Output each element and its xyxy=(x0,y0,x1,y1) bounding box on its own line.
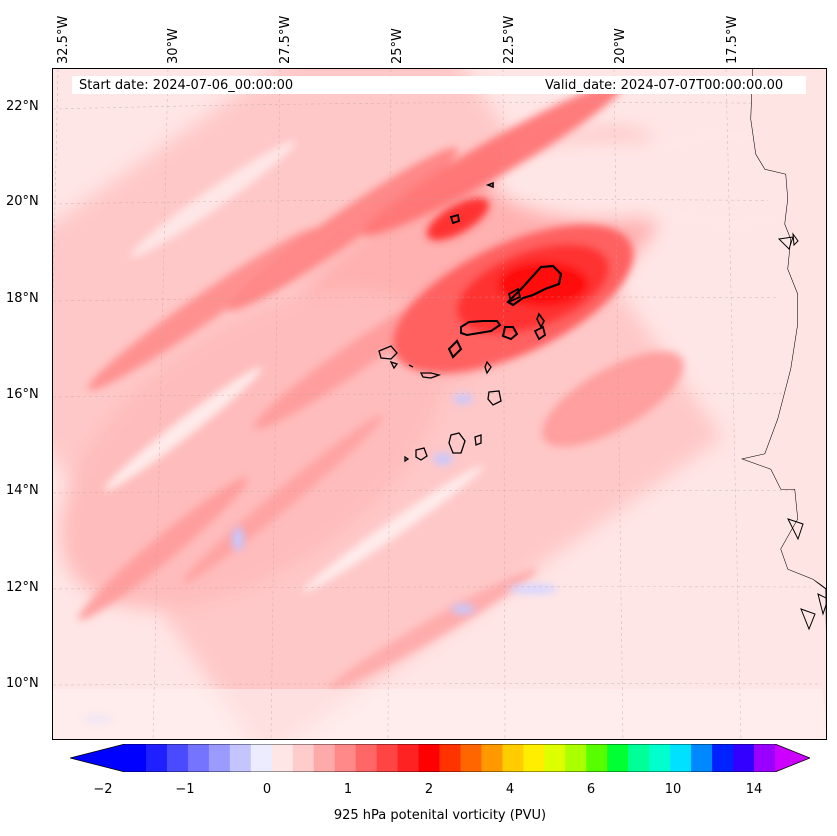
island-santiago xyxy=(448,432,466,454)
colorbar-tick: −2 xyxy=(93,782,113,797)
lat-label-14n: 14°N xyxy=(6,483,39,498)
island-sao-vicente xyxy=(389,360,399,370)
island-santo-antao xyxy=(378,345,398,360)
colorbar-tick: 2 xyxy=(424,782,434,797)
colorbar-segment xyxy=(145,744,168,772)
colorbar-segment xyxy=(712,744,734,772)
colorbar-segment xyxy=(334,744,357,772)
lat-label-12n: 12°N xyxy=(6,580,39,595)
island-fogo xyxy=(415,447,428,461)
colorbar-segment xyxy=(607,744,629,772)
colorbar-segment xyxy=(733,744,755,772)
lat-label-22n: 22°N xyxy=(6,99,39,114)
start-date-text: Start date: 2024-07-06_00:00:00 xyxy=(79,78,294,93)
colorbar-extend-low xyxy=(70,744,125,772)
colorbar-segment xyxy=(565,744,587,772)
island-santa-luzia xyxy=(408,364,414,368)
colorbar-segment xyxy=(628,744,650,772)
colorbar-tick: 6 xyxy=(586,782,596,797)
colorbar-segment xyxy=(460,744,482,772)
colorbar-tick: 0 xyxy=(262,782,272,797)
colorbar-segment xyxy=(754,744,776,772)
colorbar-tick: 1 xyxy=(343,782,353,797)
island-brava xyxy=(404,455,410,463)
colorbar-segment xyxy=(481,744,503,772)
colorbar-segment xyxy=(502,744,524,772)
lat-label-18n: 18°N xyxy=(6,291,39,306)
lat-label-16n: 16°N xyxy=(6,387,39,402)
date-info-box xyxy=(72,76,806,94)
colorbar-tick: 14 xyxy=(745,782,763,797)
colorbar-segment xyxy=(670,744,692,772)
lon-label-20w: 20°W xyxy=(613,28,628,64)
colorbar-segment xyxy=(418,744,441,772)
island-boa-vista xyxy=(487,390,502,406)
colorbar-segment xyxy=(691,744,713,772)
colorbar-segment xyxy=(586,744,608,772)
contour-lg xyxy=(506,264,563,307)
lat-label-10n: 10°N xyxy=(6,676,39,691)
colorbar-segment xyxy=(313,744,336,772)
colorbar-segment xyxy=(208,744,231,772)
colorbar-tick: 4 xyxy=(505,782,515,797)
colorbar-segment xyxy=(271,744,294,772)
colorbar-tick: 10 xyxy=(664,782,682,797)
island-maio xyxy=(474,434,482,446)
lon-label-32-5w: 32.5°W xyxy=(56,15,71,64)
lon-label-30w: 30°W xyxy=(166,28,181,64)
colorbar-segment xyxy=(544,744,566,772)
colorbar-extend-high xyxy=(775,744,810,772)
colorbar-segment xyxy=(376,744,399,772)
colorbar-segment xyxy=(523,744,545,772)
colorbar-segment xyxy=(166,744,189,772)
colorbar-segment xyxy=(355,744,378,772)
colorbar-segment xyxy=(397,744,420,772)
lon-label-25w: 25°W xyxy=(390,28,405,64)
colorbar-segment xyxy=(439,744,461,772)
colorbar-segment xyxy=(229,744,252,772)
colorbar-segment xyxy=(292,744,315,772)
colorbar-segment xyxy=(649,744,671,772)
colorbar-segment xyxy=(187,744,210,772)
pv-map xyxy=(52,68,827,740)
lon-label-27-5w: 27.5°W xyxy=(278,15,293,64)
lon-label-22-5w: 22.5°W xyxy=(502,15,517,64)
valid-date-text: Valid_date: 2024-07-07T00:00:00.00 xyxy=(545,78,784,93)
colorbar-tick: −1 xyxy=(175,782,195,797)
colorbar-segment xyxy=(250,744,273,772)
colorbar-label: 925 hPa potenital vorticity (PVU) xyxy=(333,808,547,823)
colorbar xyxy=(70,744,810,772)
island-sao-nicolau xyxy=(419,372,442,379)
lat-label-20n: 20°N xyxy=(6,194,39,209)
lon-label-17-5w: 17.5°W xyxy=(725,15,740,64)
pv-field xyxy=(53,69,826,739)
island-sal xyxy=(484,360,492,375)
colorbar-segment xyxy=(125,744,147,772)
